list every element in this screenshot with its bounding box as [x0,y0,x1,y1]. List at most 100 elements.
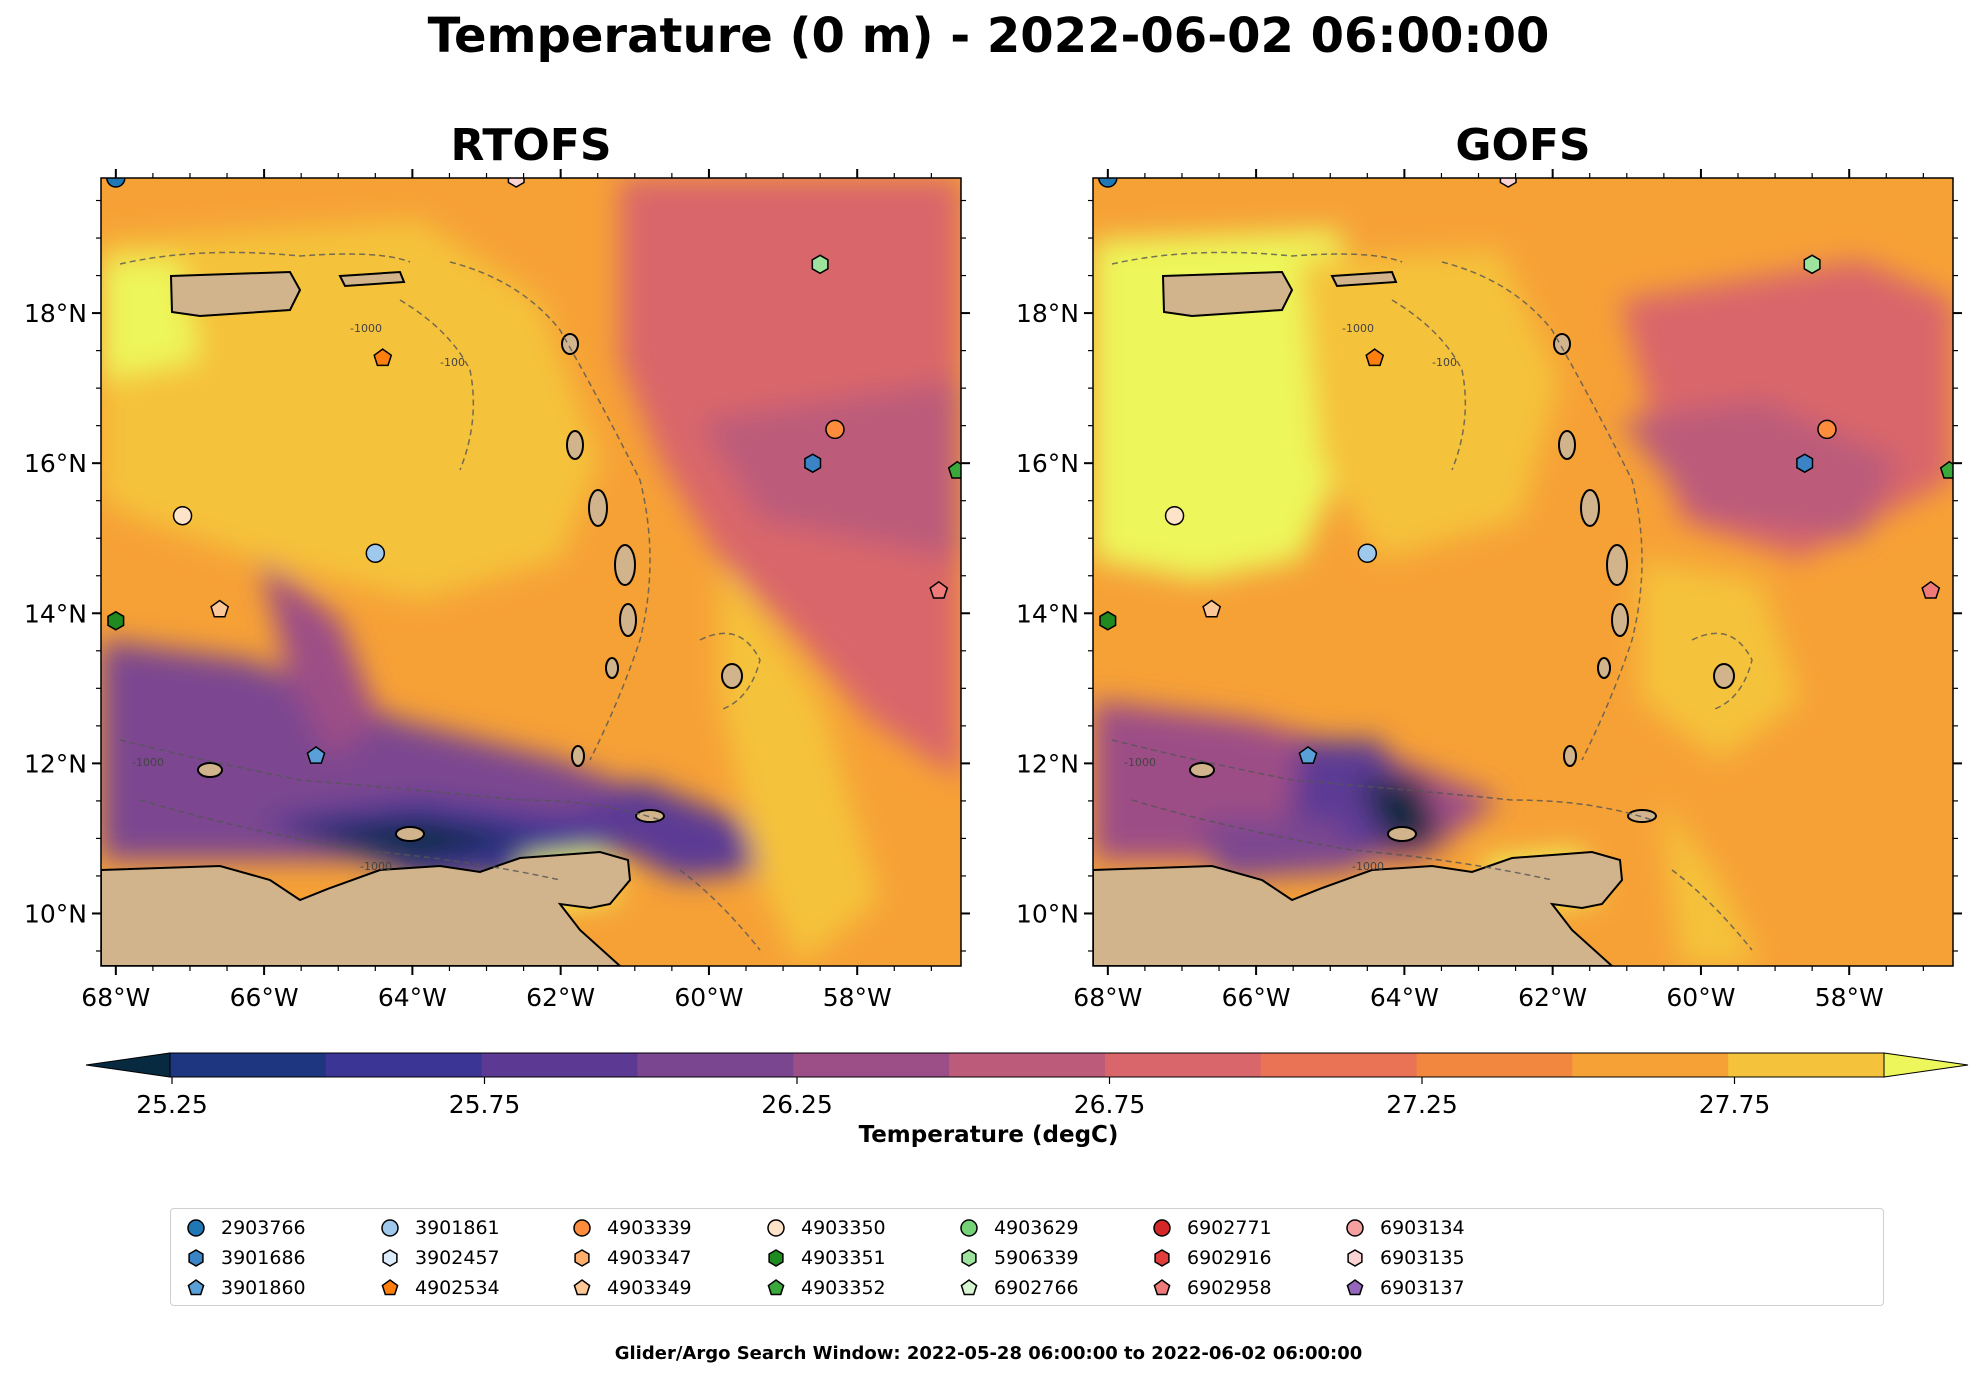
bathymetry-contours [119,251,761,951]
lat-tick-label: 10°N [24,899,87,928]
bathymetry-contours [1111,251,1753,951]
legend-item: 4903352 [765,1274,886,1302]
legend-label: 6903134 [1380,1217,1465,1239]
legend-item: 6903135 [1344,1244,1465,1272]
float-marker-2903766 [106,178,126,188]
panel-title-gofs: GOFS [1455,120,1591,171]
legend-marker-pentagon [1153,1279,1171,1296]
map-frame-gofs [1092,177,1954,967]
legend-item: 6902771 [1151,1214,1272,1242]
legend-label: 4903339 [607,1217,692,1239]
legend-marker-pentagon [187,1279,205,1296]
legend-marker-circle [960,1219,978,1237]
legend-marker-circle [1346,1219,1364,1237]
contour-label: -100 [1432,356,1457,369]
lon-tick-label: 66°W [230,983,299,1012]
lat-tick-label: 14°N [24,599,87,628]
float-marker-4903352 [947,460,961,479]
legend-item: 6902766 [958,1274,1079,1302]
float-marker-4903352 [1939,460,1953,479]
land [1093,270,1735,966]
lon-tick-label: 60°W [1666,983,1735,1012]
legend-marker-hexagon [768,1249,784,1267]
legend-marker-icon [767,1219,785,1237]
lat-tick-label: 18°N [24,299,87,328]
contour-label: -1000 [1342,322,1374,335]
float-marker-4903339 [1817,419,1837,440]
colorbar: 25.25 25.75 26.25 26.75 27.25 27.75 [85,1052,1969,1119]
search-window-footer: Glider/Argo Search Window: 2022-05-28 06… [614,1343,1363,1364]
legend-item: 4903351 [765,1244,886,1272]
legend-marker-icon [381,1279,399,1296]
lon-tick-label: 64°W [1370,983,1439,1012]
legend-label: 4903352 [801,1277,886,1299]
float-marker-4902534 [1365,348,1385,367]
legend-item: 5906339 [958,1244,1079,1272]
legend-marker-icon [573,1279,591,1296]
legend-marker-circle [573,1219,591,1237]
legend-marker-hexagon [188,1249,204,1267]
legend-marker-pentagon [1346,1279,1364,1296]
legend-item: 6902958 [1151,1274,1272,1302]
legend-marker-icon [960,1279,978,1296]
float-marker-2903766 [1098,178,1118,188]
float-markers-rtofs [106,178,961,764]
lon-tick-label: 58°W [1815,983,1884,1012]
colorbar-tick-label: 27.75 [1699,1090,1771,1119]
legend-label: 6902766 [994,1277,1079,1299]
legend-marker-circle [187,1219,205,1237]
figure-title: Temperature (0 m) - 2022-06-02 06:00:00 [427,8,1550,64]
legend-label: 4903347 [607,1247,692,1269]
colorbar-tick-label: 25.75 [449,1090,521,1119]
legend-marker-icon [768,1249,784,1267]
legend-label: 4903351 [801,1247,886,1269]
map-axes: 68°W 66°W 64°W 62°W 60°W 58°W 10°N 12°N 14°N 16°N… [24,169,1962,1012]
lat-tick-label: 12°N [24,749,87,778]
float-marker-4902534 [373,348,393,367]
legend-label: 3901686 [221,1247,306,1269]
legend-label: 4902534 [415,1277,500,1299]
legend-item: 4902534 [379,1274,500,1302]
legend-marker-icon [187,1279,205,1296]
legend-marker-icon [382,1249,398,1267]
colorbar-tick-label: 27.25 [1386,1090,1458,1119]
legend-item: 3901860 [185,1274,306,1302]
contour-label: -1000 [360,860,392,873]
lat-tick-label: 16°N [1016,449,1079,478]
legend-label: 6902958 [1187,1277,1272,1299]
lon-tick-label: 68°W [81,983,150,1012]
lat-tick-label: 14°N [1016,599,1079,628]
legend-marker-icon [187,1219,205,1237]
lon-tick-label: 58°W [823,983,892,1012]
legend-marker-hexagon [1154,1249,1170,1267]
legend-label: 3902457 [415,1247,500,1269]
legend-label: 4903629 [994,1217,1079,1239]
float-marker-4903350 [172,505,193,526]
float-marker-4903349 [210,599,230,618]
legend-marker-icon [1346,1279,1364,1296]
float-marker-6903135 [507,178,525,188]
legend-marker-icon [1346,1219,1364,1237]
legend-marker-hexagon [961,1249,977,1267]
map-panel-rtofs: -1000 -1000 -100 -1000 [101,178,961,966]
legend-item: 3902457 [379,1244,500,1272]
temperature-field [101,178,961,966]
temperature-field [1093,230,1953,966]
legend-marker-icon [574,1249,590,1267]
legend-item: 3901861 [379,1214,500,1242]
colorbar-bin [1728,1053,1885,1077]
float-marker-4903350 [1164,505,1185,526]
legend-marker-icon [1154,1249,1170,1267]
lat-tick-label: 18°N [1016,299,1079,328]
colorbar-bin [325,1053,483,1077]
legend: 2903766 3901686 3901860 3901861 3902457 49025… [170,1208,1884,1306]
legend-item: 4903347 [571,1244,692,1272]
panel-title-rtofs: RTOFS [450,120,612,171]
map-panel-gofs: -1000 -1000 -100 -1000 [1093,178,1953,966]
legend-label: 6903137 [1380,1277,1465,1299]
land [101,270,743,966]
float-marker-5906339 [811,254,829,275]
legend-marker-icon [961,1249,977,1267]
colorbar-bin [1572,1053,1729,1077]
float-marker-4903339 [825,419,845,440]
